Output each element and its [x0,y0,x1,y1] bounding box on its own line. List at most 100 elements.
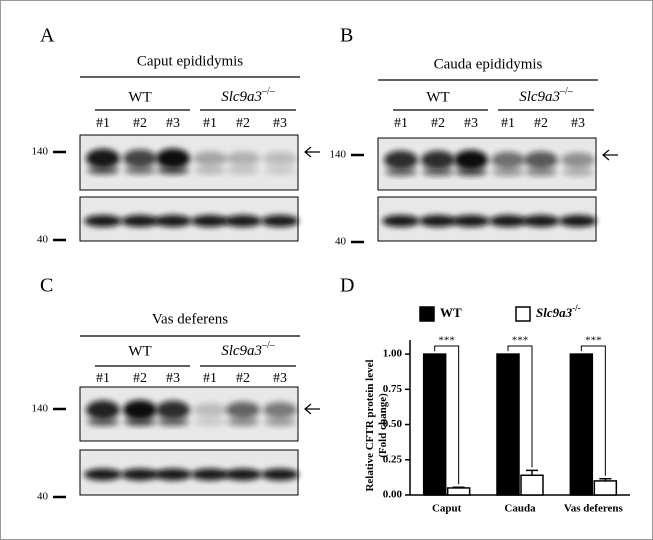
band [227,166,259,175]
lane-label: #1 [96,371,110,386]
legend-swatch [515,306,531,322]
bar [422,353,447,496]
lane-label: #1 [203,371,217,386]
genotype: –/– [559,86,574,97]
lane-label: #3 [571,116,585,131]
band [84,468,122,481]
band [382,215,420,227]
band [156,148,190,169]
group-label: WT [128,89,151,105]
band [193,403,227,417]
x-tick-label: Cauda [504,503,536,515]
band [87,166,119,175]
bar [446,487,471,496]
legend-name: Slc9a3 [536,305,573,320]
significance-bracket [434,345,460,485]
band [455,168,487,176]
marker-label: 140 [32,403,49,415]
genotype-label: Slc9a3–/– [221,340,276,359]
band [452,215,490,227]
x-tick-label: Caput [432,503,462,515]
band [121,215,159,227]
bar [496,353,520,496]
significance-bracket [507,345,533,468]
band [84,215,122,227]
lane-label: #2 [534,116,548,131]
y-tick-label: 0.25 [383,453,403,465]
y-axis-label-line: (Fold change) [377,393,389,458]
gene: Slc9a3 [221,343,262,359]
blot [377,137,597,191]
lane-label: #3 [273,371,287,386]
band [522,215,560,227]
marker-label: 140 [330,149,347,161]
lane-label: #3 [273,116,287,131]
band [154,215,192,227]
legend-label: Slc9a3-/- [536,303,581,320]
band [224,215,262,227]
band [194,418,226,426]
arrow [304,403,320,415]
band [123,149,157,168]
bar [520,474,544,496]
blot-title: Cauda epididymis [434,56,543,72]
group-label: WT [426,89,449,105]
marker-label: 40 [37,491,49,503]
genotype-label: Slc9a3–/– [221,86,276,105]
legend-name: WT [440,305,462,320]
legend-superscript: -/- [572,303,581,313]
panel-letter: B [340,25,353,47]
genotype-label: Slc9a3–/– [519,86,574,105]
gene: Slc9a3 [221,89,262,105]
band [124,418,156,426]
band [191,468,229,481]
lane-label: #2 [236,371,250,386]
band [422,168,454,176]
band [86,148,120,169]
y-tick-label: 1.00 [383,348,403,360]
band [263,151,297,166]
band [524,151,558,169]
band [124,166,156,175]
lane-label: #2 [236,116,250,131]
lane-label: #1 [96,116,110,131]
error-bar [526,469,538,476]
lane-label: #3 [464,116,478,131]
band [157,166,189,175]
arrow [602,149,618,161]
blot-title: Vas deferens [152,311,228,327]
band [454,150,488,170]
band [525,168,557,176]
band [264,166,296,175]
significance-label: *** [585,335,602,347]
y-axis-label-line: Relative CFTR protein level [364,359,376,491]
band [154,468,192,481]
gene: Slc9a3 [519,89,560,105]
band [263,402,297,418]
band [191,215,229,227]
lane-label: #1 [203,116,217,131]
y-tick-label: 0.00 [383,489,403,501]
band [224,468,262,481]
genotype: –/– [261,86,276,97]
legend-swatch [419,306,435,322]
arrow [304,146,320,158]
lane-label: #2 [133,116,147,131]
band [561,152,595,168]
y-tick-label: 0.50 [383,418,403,430]
band [384,150,418,170]
band [492,168,524,176]
lane-label: #3 [166,116,180,131]
band [419,215,457,227]
bar [569,353,594,496]
band [157,418,189,426]
lane-label: #1 [501,116,515,131]
lane-label: #2 [133,371,147,386]
lane-label: #1 [394,116,408,131]
band [226,401,260,419]
band [226,151,260,166]
bar [593,480,618,496]
legend-label: WT [440,305,462,320]
y-tick-label: 0.75 [383,383,403,395]
band [156,400,190,420]
